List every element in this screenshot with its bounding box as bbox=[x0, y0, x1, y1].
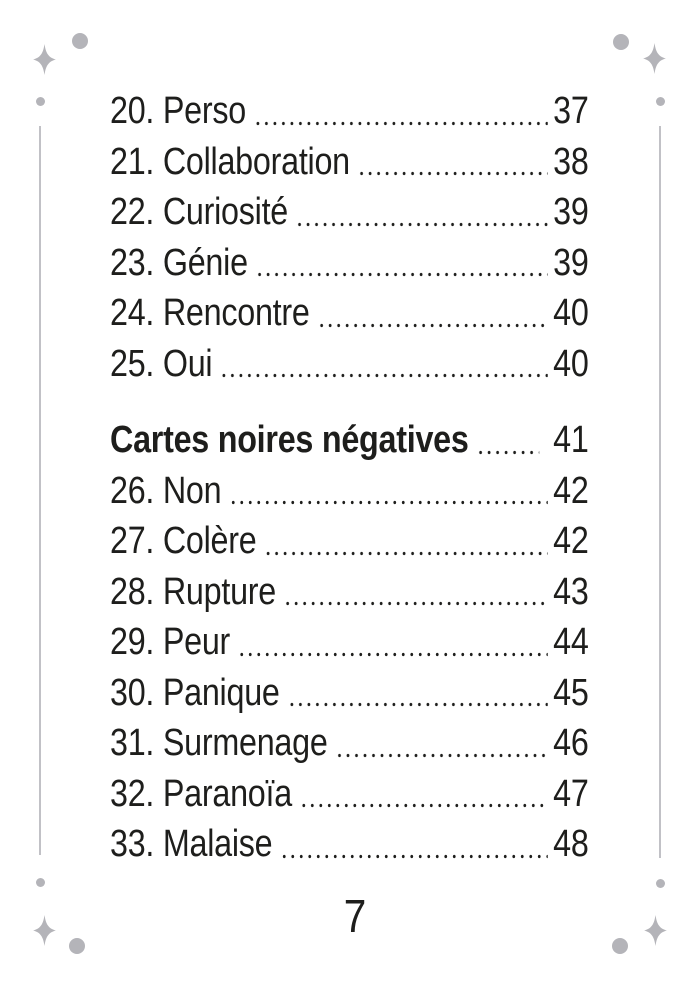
dot-leader bbox=[357, 136, 549, 187]
toc-entry-page-number: 45 bbox=[553, 671, 589, 714]
sparkle-icon bbox=[33, 915, 56, 946]
toc-entry: 23. Génie 39 bbox=[110, 237, 589, 288]
toc-entry: 31. Surmenage 46 bbox=[110, 718, 589, 769]
dot-leader bbox=[264, 516, 549, 567]
toc-entry-label: 23. Génie bbox=[110, 241, 248, 284]
toc-entry-label: 28. Rupture bbox=[110, 570, 276, 613]
toc-entry: 22. Curiosité 39 bbox=[110, 187, 589, 238]
toc-entry-page-number: 43 bbox=[553, 570, 589, 613]
toc-entry-page-number: 47 bbox=[553, 772, 589, 815]
dot-leader bbox=[283, 566, 549, 617]
dot-leader bbox=[295, 187, 549, 238]
dot-icon bbox=[69, 938, 85, 954]
toc-entry-page-number: 44 bbox=[553, 621, 589, 663]
toc-entry-label: 24. Rencontre bbox=[110, 292, 310, 334]
toc-entry-page-number: 39 bbox=[553, 191, 589, 233]
dot-leader bbox=[299, 768, 549, 819]
toc-entry: 29. Peur 44 bbox=[110, 617, 589, 668]
sparkle-icon bbox=[644, 915, 667, 946]
toc-entry: 30. Panique 45 bbox=[110, 667, 589, 718]
page-number: 7 bbox=[343, 890, 367, 942]
dot-icon bbox=[656, 97, 665, 106]
table-of-contents: 20. Perso 37 21. Collaboration 38 22. Cu… bbox=[110, 86, 589, 870]
toc-entry-label: 31. Surmenage bbox=[110, 722, 328, 764]
dot-leader bbox=[476, 415, 540, 466]
toc-entry-page-number: 46 bbox=[553, 722, 589, 764]
dot-icon bbox=[613, 34, 629, 50]
toc-entry-page-number: 39 bbox=[553, 241, 589, 284]
dot-leader bbox=[237, 617, 549, 668]
toc-entry-label: 32. Paranoïa bbox=[110, 772, 292, 815]
toc-entry: 33. Malaise 48 bbox=[110, 819, 589, 870]
toc-entry: 32. Paranoïa 47 bbox=[110, 768, 589, 819]
dot-leader bbox=[220, 338, 549, 389]
toc-section-heading: Cartes noires négatives 41 bbox=[110, 415, 589, 466]
dot-leader bbox=[280, 819, 549, 870]
toc-entry: 24. Rencontre 40 bbox=[110, 288, 589, 339]
toc-entry-page-number: 38 bbox=[553, 140, 589, 183]
dot-icon bbox=[72, 33, 88, 49]
dot-leader bbox=[253, 86, 549, 137]
toc-entry-label: 21. Collaboration bbox=[110, 140, 350, 183]
toc-entry-label: 25. Oui bbox=[110, 342, 213, 385]
toc-entry-page-number: 42 bbox=[553, 520, 589, 562]
toc-entry-page-number: 48 bbox=[553, 823, 589, 865]
toc-entry-label: 29. Peur bbox=[110, 621, 231, 663]
toc-entry-label: 27. Colère bbox=[110, 520, 257, 562]
toc-entry: 21. Collaboration 38 bbox=[110, 136, 589, 187]
dot-leader bbox=[317, 288, 549, 339]
toc-entry-label: 33. Malaise bbox=[110, 823, 273, 865]
toc-entry-page-number: 37 bbox=[553, 90, 589, 132]
right-divider-line bbox=[659, 126, 661, 858]
sparkle-icon bbox=[643, 43, 666, 74]
toc-entry-label: 26. Non bbox=[110, 469, 222, 512]
dot-leader bbox=[229, 465, 549, 516]
toc-entry-label: 22. Curiosité bbox=[110, 191, 289, 233]
toc-entry: 28. Rupture 43 bbox=[110, 566, 589, 617]
dot-icon bbox=[656, 879, 665, 888]
dot-leader bbox=[255, 237, 549, 288]
dot-icon bbox=[612, 938, 628, 954]
dot-icon bbox=[36, 878, 45, 887]
toc-entry-page-number: 40 bbox=[553, 342, 589, 385]
toc-entry-page-number: 42 bbox=[553, 469, 589, 512]
toc-entry: 26. Non 42 bbox=[110, 465, 589, 516]
sparkle-icon bbox=[33, 44, 56, 75]
toc-entry-label: Cartes noires négatives bbox=[110, 419, 469, 461]
toc-entry-page-number: 40 bbox=[553, 292, 589, 334]
toc-entry: 20. Perso 37 bbox=[110, 86, 589, 137]
toc-entry-page-number: 41 bbox=[553, 419, 589, 461]
toc-entry-label: 20. Perso bbox=[110, 90, 246, 132]
toc-entry: 27. Colère 42 bbox=[110, 516, 589, 567]
toc-entry: 25. Oui 40 bbox=[110, 338, 589, 389]
toc-entry-label: 30. Panique bbox=[110, 671, 280, 714]
dot-leader bbox=[335, 718, 549, 769]
dot-icon bbox=[36, 97, 45, 106]
dot-leader bbox=[287, 667, 549, 718]
left-divider-line bbox=[39, 126, 41, 855]
